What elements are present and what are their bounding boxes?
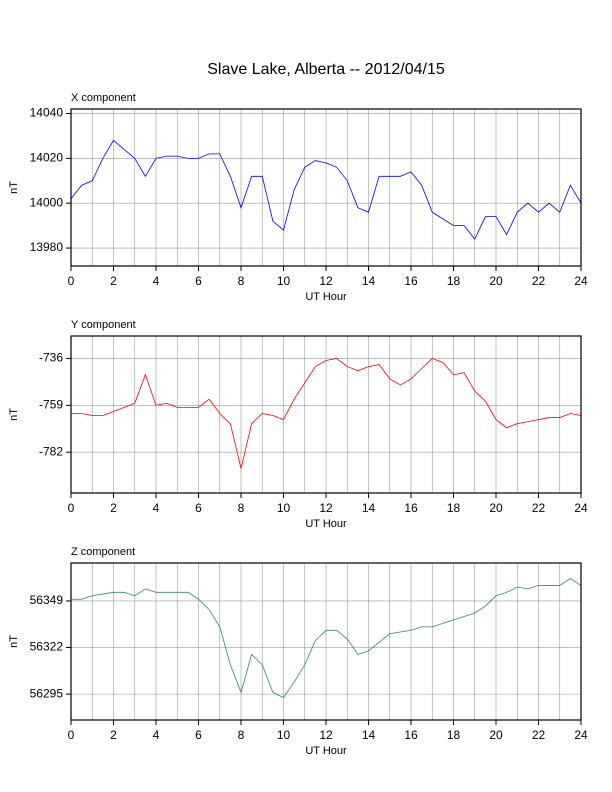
x-tick-label: 20 (489, 274, 503, 288)
y-tick-label: -736 (39, 351, 63, 365)
plot-frame (70, 108, 582, 267)
x-tick-label: 14 (362, 728, 376, 742)
x-tick-label: 4 (153, 728, 160, 742)
x-tick-label: 16 (404, 728, 418, 742)
x-tick-label: 0 (68, 274, 75, 288)
data-line (71, 357, 582, 469)
data-line (70, 139, 582, 240)
x-tick-label: 6 (195, 274, 202, 288)
x-tick-label: 10 (277, 501, 291, 515)
x-tick-label: 16 (404, 501, 418, 515)
y-tick-label: -782 (39, 444, 63, 458)
data-line (71, 578, 582, 699)
x-tick-label: 2 (110, 728, 117, 742)
x-tick-label: 0 (68, 728, 75, 742)
x-tick-label: 2 (110, 274, 117, 288)
x-tick-label: 22 (532, 274, 546, 288)
plot-frame (70, 335, 582, 494)
y-tick-label: 56322 (30, 640, 64, 654)
panel-title: Z component (71, 546, 135, 558)
x-tick-label: 6 (195, 728, 202, 742)
x-tick-label: 12 (319, 728, 333, 742)
y-tick-label: 14040 (30, 106, 64, 120)
y-tick-label: 13980 (30, 240, 64, 254)
x-tick-label: 24 (574, 501, 588, 515)
x-tick-label: 10 (277, 728, 291, 742)
panel-title: X component (71, 92, 136, 104)
x-tick-label: 4 (153, 274, 160, 288)
x-tick-label: 16 (404, 274, 418, 288)
panel-title: Y component (71, 319, 136, 331)
plot-frame (70, 562, 582, 721)
x-tick-label: 18 (447, 501, 461, 515)
y-axis-label: nT (8, 408, 20, 421)
x-tick-label: 24 (574, 274, 588, 288)
x-tick-label: 2 (110, 501, 117, 515)
y-axis-label: nT (8, 635, 20, 648)
x-tick-label: 20 (489, 501, 503, 515)
x-tick-label: 18 (447, 728, 461, 742)
x-tick-label: 14 (362, 274, 376, 288)
x-axis-label: UT Hour (305, 518, 347, 530)
y-tick-label: 14020 (30, 151, 64, 165)
x-tick-label: 8 (238, 728, 245, 742)
y-tick-label: 56295 (30, 686, 64, 700)
y-tick-label: 56349 (30, 593, 64, 607)
x-tick-label: 24 (574, 728, 588, 742)
x-tick-label: 8 (238, 274, 245, 288)
x-tick-label: 10 (277, 274, 291, 288)
x-tick-label: 22 (532, 501, 546, 515)
x-axis-label: UT Hour (305, 745, 347, 757)
x-tick-label: 0 (68, 501, 75, 515)
y-tick-label: 14000 (30, 195, 64, 209)
x-tick-label: 18 (447, 274, 461, 288)
x-tick-label: 6 (195, 501, 202, 515)
page-title: Slave Lake, Alberta -- 2012/04/15 (207, 61, 445, 78)
x-tick-label: 14 (362, 501, 376, 515)
x-tick-label: 22 (532, 728, 546, 742)
x-tick-label: 20 (489, 728, 503, 742)
x-tick-label: 12 (319, 274, 333, 288)
y-tick-label: -759 (39, 397, 63, 411)
y-axis-label: nT (8, 181, 20, 194)
x-tick-label: 12 (319, 501, 333, 515)
x-tick-label: 8 (238, 501, 245, 515)
x-tick-label: 4 (153, 501, 160, 515)
x-axis-label: UT Hour (305, 291, 347, 303)
